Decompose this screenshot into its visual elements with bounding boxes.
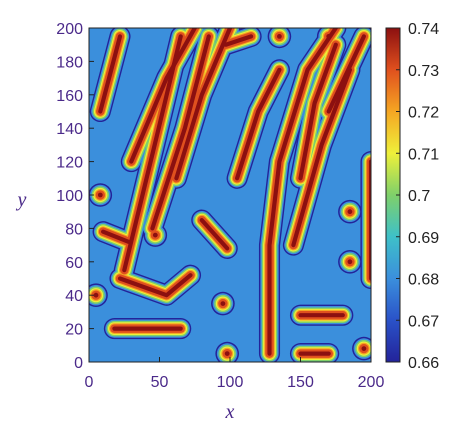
x-tick-label: 0 bbox=[85, 374, 94, 391]
y-tick-label: 60 bbox=[65, 255, 83, 272]
stripe-band-17-6 bbox=[223, 34, 254, 47]
x-tick-label: 200 bbox=[358, 374, 385, 391]
stripe-band-4-6 bbox=[174, 28, 233, 181]
stripe-band-0-6 bbox=[98, 34, 123, 114]
plot-area bbox=[89, 28, 371, 362]
spot-band-0-6 bbox=[152, 232, 158, 238]
spot-band-8-6 bbox=[277, 34, 282, 39]
y-tick-label: 140 bbox=[56, 121, 83, 138]
y-tick-label: 0 bbox=[74, 355, 83, 372]
y-tick-label: 120 bbox=[56, 155, 83, 172]
y-axis: 0 20 40 60 80 100 120 140 160 180 200 bbox=[56, 21, 94, 372]
spot-band-7-6 bbox=[326, 34, 332, 39]
stripe-band-7-6 bbox=[298, 42, 338, 181]
colorbar-tick-label: 0.71 bbox=[408, 146, 439, 163]
y-tick-label: 180 bbox=[56, 54, 83, 71]
stripe-band-8-6 bbox=[291, 67, 352, 248]
y-tick-label: 80 bbox=[65, 221, 83, 238]
stripe-band-5-6 bbox=[235, 67, 282, 181]
colorbar-tick-label: 0.67 bbox=[408, 313, 439, 330]
y-tick-label: 40 bbox=[65, 288, 83, 305]
spot-band-1-6 bbox=[220, 301, 226, 306]
spot-band-6-6 bbox=[347, 209, 353, 215]
stripe-band-12-6 bbox=[101, 229, 131, 244]
colorbar: 0.66 0.67 0.68 0.69 0.7 0.71 0.72 0.73 0.74 bbox=[385, 21, 439, 372]
x-tick-label: 150 bbox=[287, 374, 314, 391]
y-tick-label: 160 bbox=[56, 88, 83, 105]
stripe-band-3-6 bbox=[150, 34, 211, 231]
stripe-band-6-6 bbox=[267, 28, 338, 356]
colorbar-tick-label: 0.69 bbox=[408, 230, 439, 247]
x-axis-title: x bbox=[225, 401, 235, 423]
y-tick-label: 100 bbox=[56, 188, 83, 205]
stripe-band-11-6 bbox=[117, 273, 193, 298]
colorbar-tick-label: 0.73 bbox=[408, 63, 439, 80]
x-axis: 0 50 100 150 200 bbox=[85, 357, 385, 391]
spot-band-4-6 bbox=[93, 292, 99, 298]
y-tick-label: 20 bbox=[65, 322, 83, 339]
y-tick-label: 200 bbox=[56, 21, 83, 38]
colorbar-tick-label: 0.72 bbox=[408, 105, 439, 122]
colorbar-tick-label: 0.74 bbox=[408, 21, 439, 38]
stripe-band-9-6 bbox=[326, 34, 366, 114]
spot-band-5-6 bbox=[347, 259, 353, 265]
y-axis-title: y bbox=[16, 189, 27, 211]
spot-band-2-6 bbox=[224, 351, 230, 356]
x-tick-label: 100 bbox=[217, 374, 244, 391]
x-tick-label: 50 bbox=[151, 374, 169, 391]
stripe-band-2-6 bbox=[129, 28, 197, 164]
colorbar-tick-label: 0.7 bbox=[408, 188, 430, 205]
stripe-band-13-6 bbox=[199, 218, 230, 251]
spot-band-9-6 bbox=[361, 346, 367, 351]
spot-band-3-6 bbox=[97, 192, 103, 198]
colorbar-tick-label: 0.68 bbox=[408, 272, 439, 289]
colorbar-tick-label: 0.66 bbox=[408, 355, 439, 372]
